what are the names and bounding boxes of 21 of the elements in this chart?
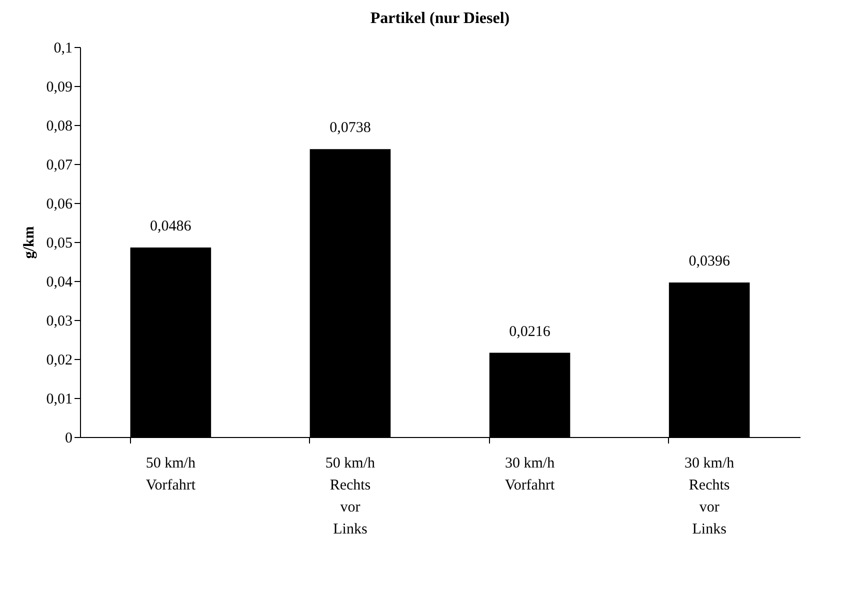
- y-tick-label: 0,01: [46, 392, 72, 408]
- y-tick-label: 0,07: [46, 158, 73, 174]
- data-label: 0,0216: [509, 324, 551, 340]
- y-tick-label: 0,1: [54, 40, 72, 56]
- data-label: 0,0486: [150, 218, 192, 234]
- y-tick-label: 0,06: [46, 196, 73, 212]
- y-tick-label: 0,05: [46, 236, 72, 252]
- x-tick-label: 50 km/h Rechts vor Links: [325, 456, 376, 538]
- y-tick-label: 0,02: [46, 352, 72, 368]
- y-tick-label: 0,08: [46, 118, 72, 134]
- chart-title: Partikel (nur Diesel): [370, 10, 510, 27]
- y-tick-label: 0,03: [46, 314, 72, 330]
- data-label: 0,0396: [688, 254, 730, 270]
- x-tick-label: 30 km/h Rechts vor Links: [684, 456, 735, 538]
- y-tick-label: 0: [65, 430, 72, 446]
- y-axis-title: g/km: [21, 226, 38, 259]
- data-label: 0,0738: [330, 120, 371, 136]
- x-tick-label: 30 km/h Vorfahrt: [504, 456, 556, 494]
- y-tick-label: 0,09: [46, 80, 72, 96]
- x-tick-label: 50 km/h Vorfahrt: [146, 456, 196, 494]
- y-tick-label: 0,04: [46, 274, 73, 290]
